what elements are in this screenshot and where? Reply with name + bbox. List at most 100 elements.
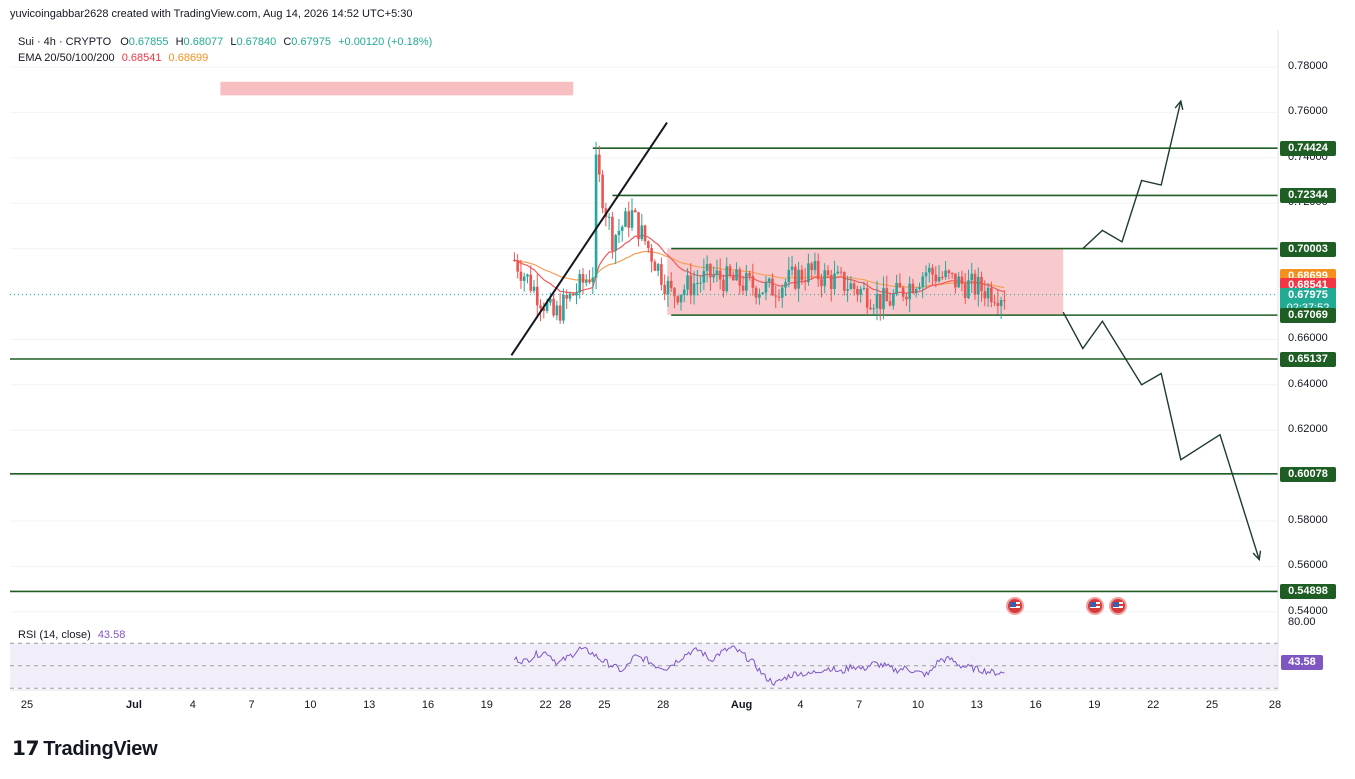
candle-body (872, 308, 876, 310)
candle-body (601, 174, 604, 209)
candle-body (663, 284, 666, 295)
candle-body (993, 302, 996, 304)
candle-body (908, 283, 911, 300)
candle-body (882, 288, 885, 310)
candle-body (650, 247, 653, 262)
price-label-badge: 0.74424 (1280, 141, 1336, 157)
candle-body (865, 288, 869, 308)
rsi-legend[interactable]: RSI (14, close) 43.58 (18, 629, 125, 642)
candle-body (816, 260, 820, 280)
candle-body (963, 283, 967, 299)
candle-body (513, 259, 516, 261)
time-axis-tick: 16 (1029, 699, 1042, 711)
candle-body (679, 294, 683, 303)
bearish-projection (1062, 311, 1260, 560)
candle-body (686, 275, 689, 290)
ema20-value: 0.68541 (121, 52, 162, 64)
candle-body (869, 307, 872, 310)
candle-body (823, 270, 827, 287)
candle-body (957, 276, 960, 288)
candle-body (898, 282, 902, 288)
price-label-badge: 0.65137 (1280, 351, 1336, 367)
candle-body (927, 267, 931, 273)
candle-body (614, 235, 617, 251)
candle-body (764, 282, 768, 293)
candle-body (767, 278, 771, 283)
price-label-badge: 0.60078 (1280, 466, 1336, 482)
open-value: 0.67855 (128, 36, 169, 48)
price-axis-tick: 0.64000 (1288, 377, 1328, 390)
candle-body (722, 279, 725, 292)
candle-body (905, 296, 908, 300)
trendline[interactable] (510, 122, 668, 356)
candle-body (542, 308, 546, 311)
candle-body (705, 264, 709, 272)
price-label-value: 0.72344 (1288, 189, 1328, 202)
candle-body (758, 293, 761, 298)
ema-legend[interactable]: EMA 20/50/100/200 0.68541 0.68699 (18, 52, 208, 65)
candle-body (731, 275, 735, 281)
candle-body (777, 296, 781, 298)
candle-body (630, 210, 634, 228)
rsi-axis-tick: 80.00 (1288, 616, 1316, 628)
candle-body (794, 266, 797, 289)
close-label: C (283, 36, 292, 48)
price-label-badge: 0.54898 (1280, 584, 1336, 600)
candle-body (751, 275, 755, 288)
candle-body (591, 277, 595, 283)
candle-body (627, 211, 631, 228)
candle-body (660, 264, 663, 285)
candle-body (624, 211, 627, 227)
candle-body (878, 293, 882, 310)
us-flag-event-icon[interactable] (1109, 597, 1127, 615)
time-axis-tick: 4 (189, 699, 196, 711)
price-axis-tick: 0.56000 (1288, 559, 1328, 572)
price-label-value: 0.65137 (1288, 352, 1328, 365)
candle-body (846, 289, 849, 291)
candle-body (709, 264, 712, 278)
tradingview-logo[interactable]: 𝟭𝟳 TradingView (12, 738, 158, 760)
us-flag-event-icon[interactable] (1006, 597, 1024, 615)
candle-body (568, 293, 572, 299)
candle-body (826, 270, 830, 276)
candle-body (728, 266, 732, 276)
price-label-value: 0.67069 (1288, 309, 1328, 322)
time-axis-tick: 22 (1147, 699, 1160, 711)
candle-body (552, 298, 555, 316)
candle-body (640, 225, 644, 240)
time-axis-tick: 7 (248, 699, 255, 711)
down-arrowhead (1252, 550, 1262, 562)
symbol-label[interactable]: Sui · 4h · CRYPTO (18, 36, 112, 48)
candle-body (607, 216, 611, 218)
time-axis-tick: 4 (797, 699, 804, 711)
candle-body (545, 302, 549, 311)
candle-body (774, 295, 778, 297)
price-axis-tick: 0.78000 (1288, 60, 1328, 72)
candle-body (911, 283, 915, 294)
candle-body (960, 276, 964, 284)
candle-body (999, 300, 1003, 307)
us-flag-event-icon[interactable] (1086, 597, 1104, 615)
candle-body (539, 305, 542, 309)
candle-body (578, 274, 582, 293)
candle-body (892, 294, 895, 306)
low-value: 0.67840 (236, 36, 277, 48)
candle-body (702, 271, 706, 283)
price-label-value: 0.60078 (1288, 467, 1328, 480)
rsi-line (513, 645, 1005, 686)
horizontal-levels[interactable] (10, 147, 1278, 593)
projection-paths[interactable] (1062, 99, 1262, 562)
price-axis-tick: 0.76000 (1288, 105, 1328, 118)
candle-body (761, 292, 764, 294)
candle-body (967, 280, 970, 299)
time-axis-tick: 13 (363, 699, 376, 711)
candle-body (682, 289, 686, 295)
price-label-value: 0.54898 (1288, 585, 1328, 598)
candle-body (581, 274, 585, 283)
candle-body (562, 294, 565, 321)
candle-body (888, 301, 892, 306)
candle-body (784, 282, 787, 288)
candles (513, 141, 1006, 324)
candle-body (849, 283, 853, 290)
